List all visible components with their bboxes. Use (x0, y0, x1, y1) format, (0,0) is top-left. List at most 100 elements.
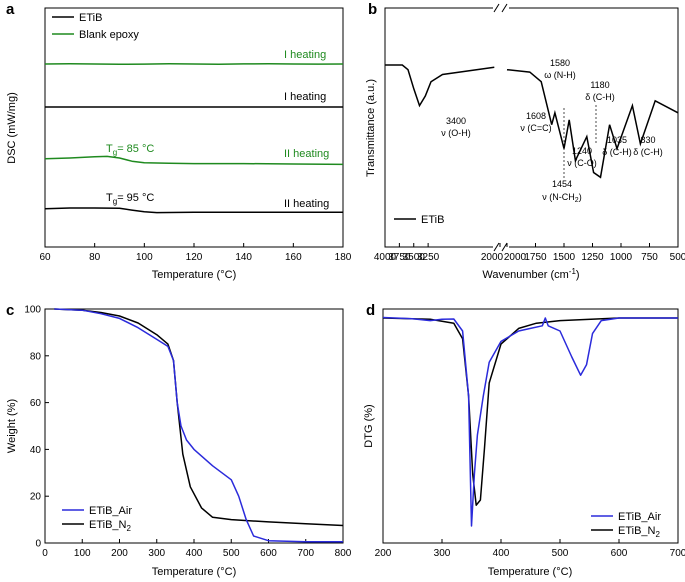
b-x-tick-label: 3500 (403, 252, 426, 263)
legend-label-blank-a: Blank epoxy (79, 29, 139, 41)
label-blank-ii-heating: II heating (284, 148, 329, 160)
y-ticks-c: 0 20 40 60 80 100 (24, 305, 49, 550)
a-x-tick-label: 100 (136, 252, 153, 263)
axis-break-mask-bottom (493, 242, 509, 252)
legend-label-air-c: ETiB_Air (89, 505, 132, 517)
c-x-tick-label: 800 (335, 548, 352, 559)
axis-break-top (493, 3, 508, 13)
b-x-tick-label: 750 (641, 252, 658, 263)
b-x-tick-label: 1500 (553, 252, 576, 263)
d-x-tick-label: 700 (670, 548, 685, 559)
dsc-curve-0 (44, 63, 344, 66)
x-axis-label-d: Temperature (°C) (488, 566, 572, 578)
c-x-tick-label: 500 (223, 548, 240, 559)
panel-d: d 200 300 400 500 600 700 Temperature (°C) DT… (363, 302, 685, 578)
b-x-tick-label: 3750 (388, 252, 411, 263)
panel-letter-b: b (368, 1, 377, 18)
series-group-d (382, 316, 678, 527)
annotations-b: 3400 ν (O-H) 1580 ω (N-H) 1608 ν (C=C) 1… (441, 58, 663, 204)
tga-curve-n2 (54, 308, 344, 527)
annotation-1454-mode: ν (N-CH2) (542, 192, 581, 204)
dsc-curve-2 (44, 155, 344, 166)
annotation-3400-mode: ν (O-H) (441, 128, 471, 138)
a-x-tick-label: 80 (89, 252, 101, 263)
c-y-tick-label: 60 (30, 398, 42, 409)
c-x-tick-label: 600 (260, 548, 277, 559)
dsc-curve-3 (44, 207, 343, 214)
c-x-tick-label: 100 (74, 548, 91, 559)
c-y-tick-label: 40 (30, 445, 42, 456)
axis-break-bottom (493, 242, 508, 252)
panel-letter-d: d (366, 302, 375, 319)
y-axis-label-c: Weight (%) (6, 399, 18, 453)
b-x-tick-label: 1250 (581, 252, 604, 263)
panel-c: c 0 100 200 300 400 500 600 700 800 0 20 40 60 80 100… (6, 302, 352, 578)
label-etib-ii-heating: II heating (284, 198, 329, 210)
c-x-tick-label: 300 (148, 548, 165, 559)
axis-break-mask-top (493, 3, 509, 13)
c-y-tick-label: 100 (24, 305, 41, 316)
series-group-c (54, 308, 344, 543)
a-x-tick-label: 140 (235, 252, 252, 263)
legend-label-air-d: ETiB_Air (618, 511, 661, 523)
b-x-tick-label: 4000 (374, 252, 397, 263)
annotation-1180-mode: δ (C-H) (585, 92, 615, 102)
annotation-1580: 1580 (550, 58, 570, 68)
panel-letter-c: c (6, 302, 14, 319)
plot-frame-d (382, 308, 679, 544)
b-x-tick-label: 3250 (417, 252, 440, 263)
d-x-tick-label: 600 (611, 548, 628, 559)
d-x-tick-label: 400 (493, 548, 510, 559)
a-x-tick-label: 120 (186, 252, 203, 263)
b-x-tick-label: 500 (670, 252, 685, 263)
annotation-1608-mode: ν (C=C) (520, 123, 551, 133)
panel-letter-a: a (6, 1, 15, 18)
annotation-1580-mode: ω (N-H) (544, 70, 576, 80)
x-axis-label-a: Temperature (°C) (152, 269, 236, 281)
b-x-tick-label: 2000 (481, 252, 504, 263)
c-x-tick-label: 0 (42, 548, 48, 559)
d-x-tick-label: 300 (434, 548, 451, 559)
annotation-3400: 3400 (446, 116, 466, 126)
b-x-tick-label: 1000 (610, 252, 633, 263)
legend-label-n2-c: ETiB_N2 (89, 519, 132, 533)
label-etib-i-heating: I heating (284, 91, 326, 103)
b-x-tick-label: 2000 (504, 252, 527, 263)
legend-label-etib-b: ETiB (421, 214, 444, 226)
annotation-830-mode: δ (C-H) (633, 147, 663, 157)
panel-a: a 60 80 100 120 140 160 180 Temperature (°C) D… (6, 1, 352, 281)
d-x-tick-label: 500 (552, 548, 569, 559)
x-axis-label-c: Temperature (°C) (152, 566, 236, 578)
y-axis-label-d: DTG (%) (363, 404, 375, 447)
annotation-1608: 1608 (526, 111, 546, 121)
ftir-curve-right (506, 68, 679, 179)
c-y-tick-label: 0 (35, 539, 41, 550)
annotation-1240-mode: ν (C-O) (567, 158, 597, 168)
x-ticks-c: 0 100 200 300 400 500 600 700 800 (42, 539, 352, 559)
a-x-tick-label: 60 (39, 252, 51, 263)
c-x-tick-label: 200 (111, 548, 128, 559)
annotation-1035-mode: δ (C-H) (602, 147, 632, 157)
x-axis-label-b: Wavenumber (cm-1) (482, 267, 579, 281)
y-axis-label-b: Transmittance (a.u.) (365, 79, 377, 177)
a-x-tick-label: 160 (285, 252, 302, 263)
c-x-tick-label: 700 (297, 548, 314, 559)
x-ticks-a: 60 80 100 120 140 160 180 (39, 243, 352, 263)
annotation-830: 830 (640, 135, 655, 145)
series-group-b (385, 64, 679, 179)
series-group-a (44, 63, 344, 214)
y-axis-label-a: DSC (mW/mg) (6, 92, 18, 164)
dtg-curve-air (382, 316, 678, 527)
annotation-1454: 1454 (552, 179, 572, 189)
plot-frame-a (44, 7, 344, 248)
d-x-tick-label: 200 (375, 548, 392, 559)
b-x-tick-label: 1750 (524, 252, 547, 263)
tg-label-etib: Tg= 95 °C (106, 192, 154, 206)
c-y-tick-label: 20 (30, 492, 42, 503)
annotation-1180: 1180 (590, 80, 609, 90)
x-ticks-d: 200 300 400 500 600 700 (375, 539, 685, 559)
c-x-tick-label: 400 (186, 548, 203, 559)
